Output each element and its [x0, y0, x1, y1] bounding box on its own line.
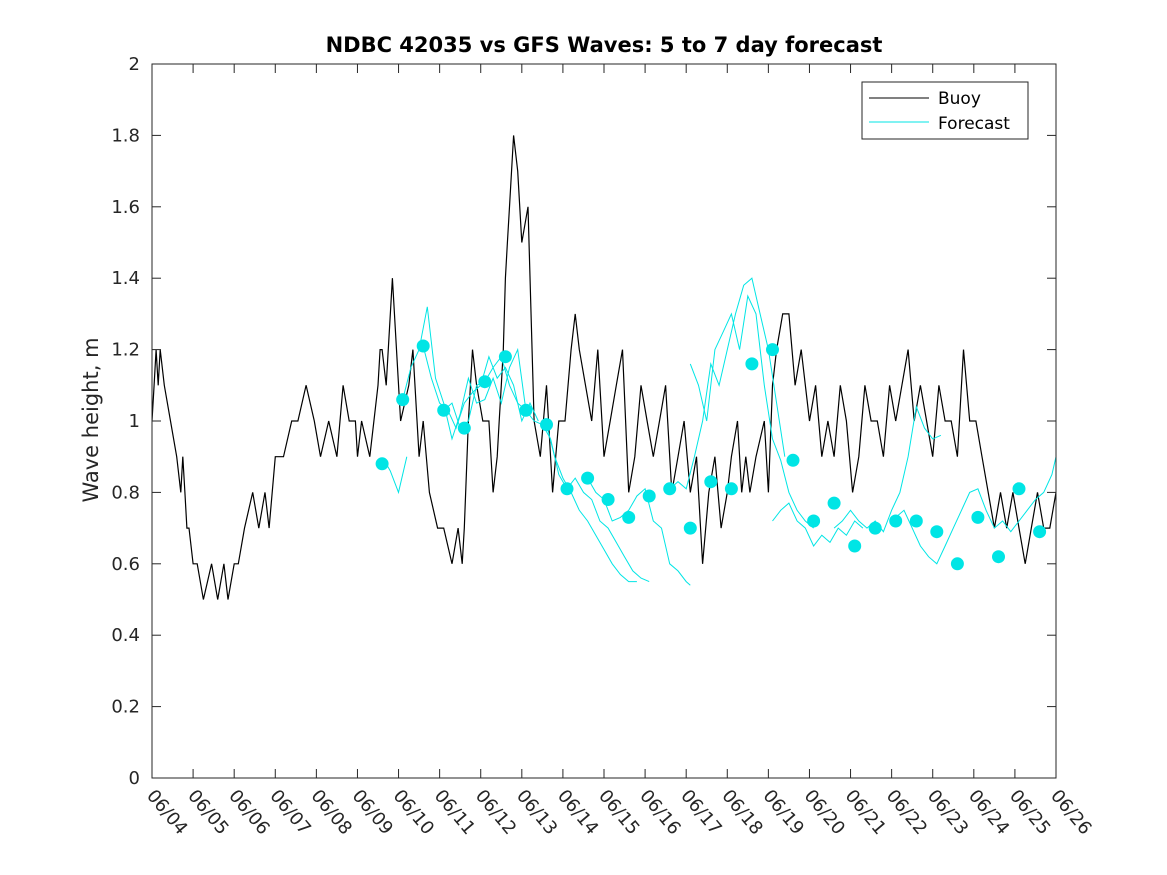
y-tick-label: 0.6: [111, 554, 140, 575]
y-tick-label: 0.2: [111, 697, 140, 718]
legend-label-forecast: Forecast: [938, 114, 1010, 134]
forecast-marker: [560, 482, 574, 496]
forecast-marker: [909, 514, 923, 528]
forecast-marker: [683, 521, 697, 535]
forecast-marker: [601, 493, 615, 506]
forecast-run-line-1: [402, 306, 527, 441]
y-tick-label: 1.8: [111, 125, 140, 146]
forecast-marker: [416, 339, 430, 353]
forecast-marker: [642, 489, 656, 503]
y-tick-label: 0.4: [111, 625, 140, 646]
forecast-marker: [868, 521, 882, 535]
forecast-run-line-4: [546, 424, 637, 583]
forecast-marker: [786, 453, 800, 467]
forecast-marker: [581, 471, 595, 485]
legend-box: [861, 81, 1029, 140]
forecast-marker: [1012, 482, 1026, 496]
forecast-run-line-0: [385, 456, 408, 495]
legend-label-buoy: Buoy: [938, 89, 981, 109]
forecast-run-line-5: [566, 477, 650, 583]
forecast-marker: [724, 482, 738, 496]
forecast-marker: [930, 525, 944, 539]
y-tick-label: 0: [129, 768, 140, 789]
forecast-marker: [519, 403, 533, 417]
forecast-run-line-9: [772, 502, 864, 547]
y-tick-label: 1: [129, 411, 140, 432]
legend: Buoy Forecast: [861, 81, 1029, 140]
chart-title: NDBC 42035 vs GFS Waves: 5 to 7 day fore…: [326, 33, 883, 57]
forecast-marker: [478, 375, 492, 389]
forecast-marker: [1033, 525, 1047, 539]
y-tick-label: 2: [129, 54, 140, 75]
forecast-run-line-7: [669, 277, 786, 490]
forecast-marker: [848, 539, 862, 553]
y-axis-label: Wave height, m: [79, 337, 103, 502]
y-tick-label: 0.8: [111, 482, 140, 503]
forecast-marker: [971, 510, 985, 524]
forecast-marker: [889, 514, 903, 528]
forecast-marker: [827, 496, 841, 510]
forecast-marker: [498, 350, 512, 364]
forecast-marker: [622, 510, 636, 524]
forecast-run-line-8: [689, 294, 814, 529]
forecast-run-line-11: [895, 456, 1056, 565]
forecast-marker: [950, 557, 964, 571]
forecast-marker: [540, 418, 553, 432]
forecast-marker: [745, 357, 759, 371]
series-buoy-line: [152, 135, 1056, 600]
forecast-marker: [396, 393, 410, 407]
y-axis-ticks: 0 0.2 0.4 0.6 0.8 1 1.2 1.4 1.6 1.8 2: [111, 54, 1056, 789]
y-tick-label: 1.6: [111, 197, 140, 218]
forecast-marker: [375, 457, 389, 471]
forecast-marker: [807, 514, 821, 528]
y-tick-label: 1.2: [111, 340, 140, 361]
forecast-marker: [437, 403, 451, 417]
forecast-marker: [766, 343, 779, 357]
forecast-run-line-10: [833, 404, 942, 533]
forecast-marker: [704, 475, 718, 489]
markers-layer: [375, 339, 1047, 571]
y-tick-label: 1.4: [111, 268, 140, 289]
forecast-marker: [663, 482, 677, 496]
forecast-marker: [992, 550, 1005, 564]
forecast-marker: [457, 421, 471, 435]
